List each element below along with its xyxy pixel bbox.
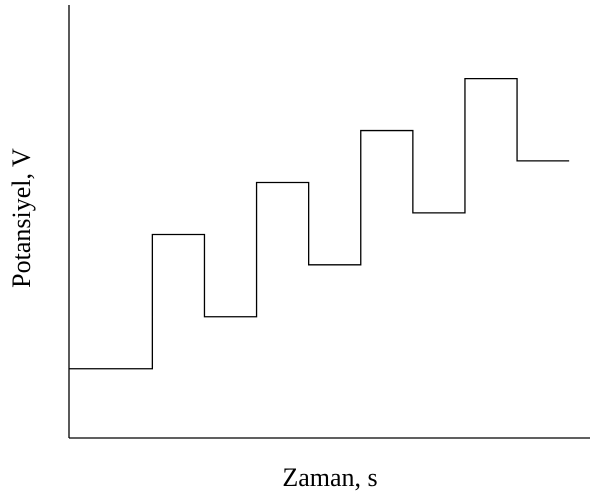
y-axis-label: Potansiyel, V: [7, 148, 36, 288]
step-line: [69, 77, 570, 370]
x-axis-label: Zaman, s: [282, 463, 377, 492]
